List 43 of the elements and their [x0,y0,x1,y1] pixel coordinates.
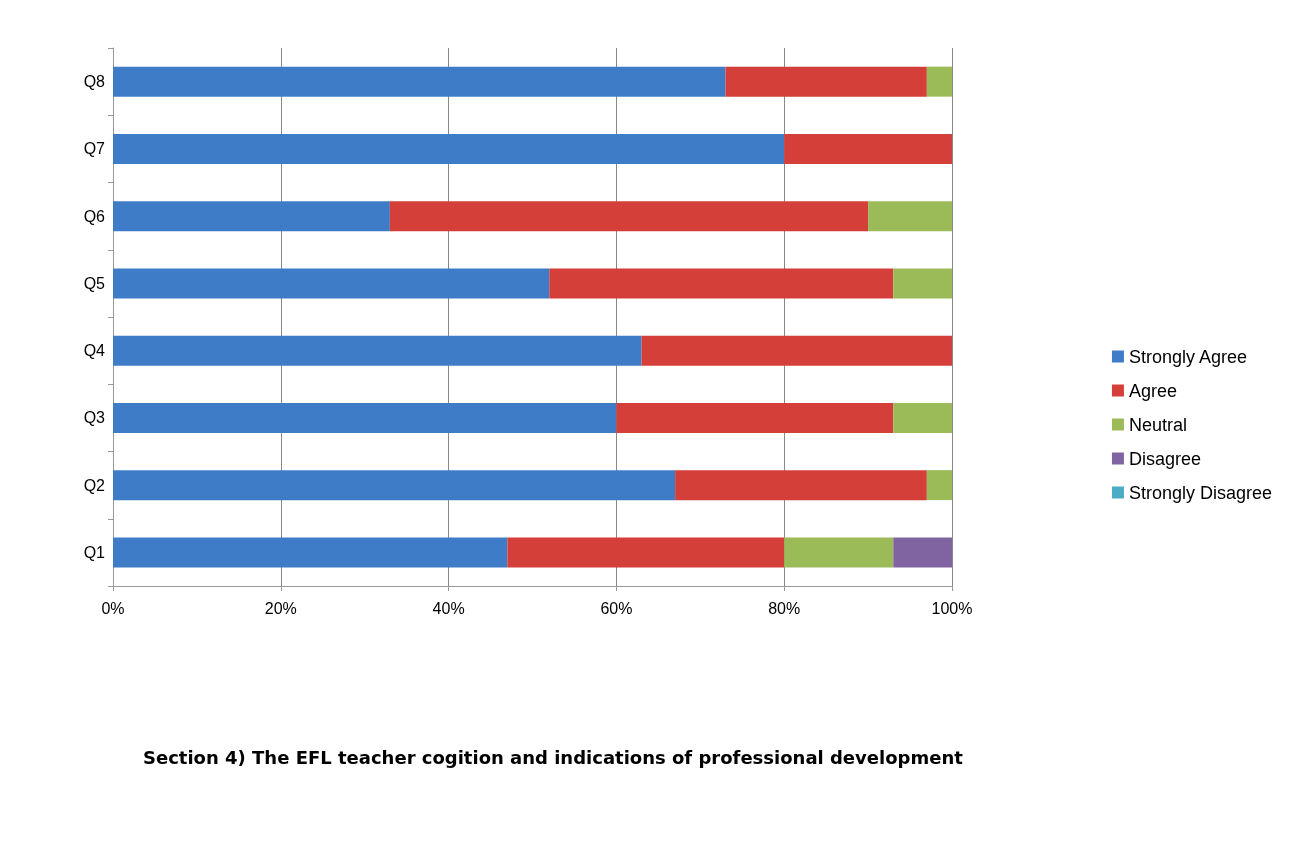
bar [868,201,952,232]
bar [113,335,642,366]
x-tick-label: 40% [432,599,465,617]
bar [113,133,785,164]
bar [893,537,952,568]
bar [507,537,785,568]
y-tick-label: Q1 [83,543,106,561]
y-tick-label: Q3 [83,409,106,427]
legend-label: Strongly Disagree [1128,482,1273,503]
x-tick-label: 100% [931,599,973,617]
bar [113,201,390,232]
bar [549,268,894,299]
text: Section 4) The EFL teacher cogition and indications of professional development [143,746,964,768]
x-tick-label: 0% [101,599,125,617]
bar [389,201,869,232]
bar [784,133,952,164]
y-tick-label: Q4 [83,342,106,360]
bar [641,335,952,366]
bar [893,402,952,433]
x-tick-label: 60% [600,599,633,617]
bar [675,470,927,501]
bar [616,402,894,433]
y-tick-label: Q2 [83,476,106,494]
bar [113,470,676,501]
y-tick-label: Q7 [83,140,106,158]
bar [113,66,726,97]
bar [113,402,617,433]
legend-label: Neutral [1128,414,1187,435]
legend-label: Strongly Agree [1128,346,1248,367]
bar [784,537,894,568]
bar [926,66,952,97]
bar [926,470,952,501]
bar [893,268,952,299]
y-tick-label: Q8 [83,73,106,91]
legend-label: Disagree [1128,448,1201,469]
bar [725,66,927,97]
bar [113,268,550,299]
x-tick-label: 80% [768,599,801,617]
y-tick-label: Q6 [83,207,106,225]
y-tick-label: Q5 [83,274,106,292]
legend-label: Agree [1128,380,1177,401]
bar [113,537,508,568]
x-tick-label: 20% [264,599,297,617]
